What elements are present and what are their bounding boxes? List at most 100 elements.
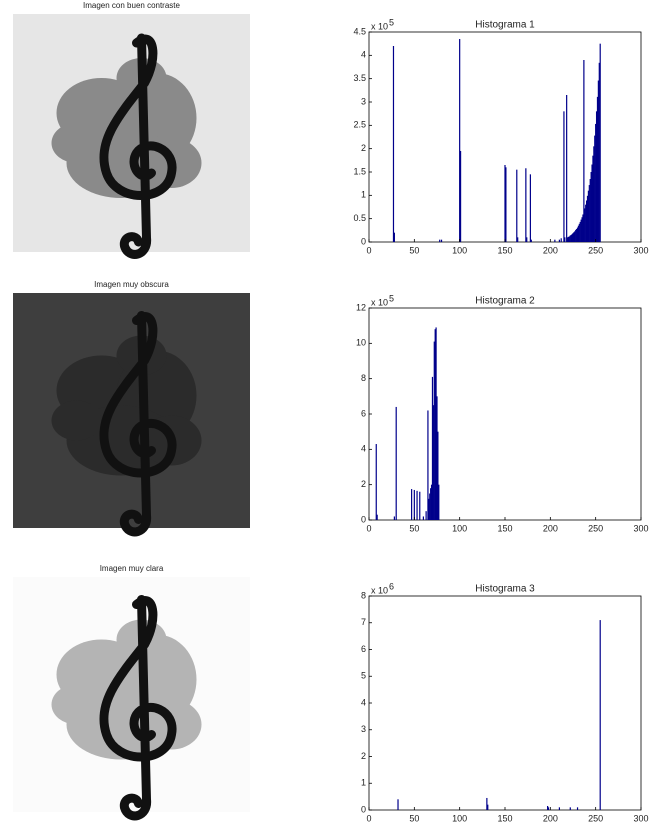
bar [459, 151, 462, 242]
y-tick-label: 2 [361, 751, 366, 761]
x-tick-label: 0 [366, 523, 371, 533]
y-scale-label: x 10 [371, 585, 388, 595]
splash [51, 123, 102, 163]
bar [432, 405, 434, 520]
y-scale-label: x 10 [371, 297, 388, 307]
y-tick-label: 2 [361, 143, 366, 153]
bar [599, 620, 601, 810]
y-tick-label: 6 [361, 644, 366, 654]
bar [558, 807, 560, 810]
y-scale-exponent: 5 [389, 293, 394, 303]
bar [375, 444, 377, 520]
bar [437, 431, 439, 520]
y-tick-label: 1 [361, 778, 366, 788]
bar [579, 221, 581, 242]
x-tick-label: 0 [366, 245, 371, 255]
bar [504, 165, 506, 242]
bar [560, 238, 562, 242]
axes-frame [368, 595, 642, 811]
bar [592, 155, 594, 242]
x-tick-label: 200 [543, 523, 558, 533]
y-tick-label: 0 [361, 804, 366, 814]
bar [583, 60, 585, 242]
chart-title: Histograma 1 [475, 20, 535, 31]
y-tick-label: 7 [361, 617, 366, 627]
bar [563, 111, 565, 242]
bar [594, 135, 596, 242]
bar [598, 62, 600, 242]
x-tick-label: 200 [543, 813, 558, 822]
bar [576, 227, 579, 242]
bar [459, 39, 461, 242]
bar [431, 376, 434, 520]
treble-clef [99, 311, 177, 537]
bar [574, 231, 576, 242]
bar [572, 233, 574, 242]
y-tick-label: 8 [361, 590, 366, 600]
x-tick-label: 150 [497, 245, 512, 255]
bar [599, 43, 601, 242]
y-tick-label: 1 [361, 190, 366, 200]
bar [566, 95, 568, 242]
bar [530, 239, 532, 242]
bar [419, 491, 421, 520]
x-tick-label: 300 [633, 523, 648, 533]
bar [576, 807, 579, 810]
x-tick-label: 0 [366, 813, 371, 822]
x-tick-label: 250 [588, 523, 603, 533]
x-tick-label: 50 [409, 813, 419, 822]
bar [558, 239, 560, 242]
y-tick-label: 1.5 [353, 166, 366, 176]
y-tick-label: 4 [361, 444, 366, 454]
y-tick-label: 3 [361, 724, 366, 734]
y-tick-label: 12 [356, 302, 366, 312]
bar [588, 185, 590, 242]
bar [429, 493, 431, 520]
bar [529, 174, 531, 242]
y-tick-label: 3 [361, 96, 366, 106]
y-tick-label: 0.5 [353, 213, 366, 223]
bar [486, 797, 488, 810]
bar [505, 167, 507, 242]
bar [595, 123, 597, 242]
x-tick-label: 250 [588, 245, 603, 255]
x-tick-label: 100 [452, 813, 467, 822]
chart-title: Histograma 3 [475, 584, 535, 595]
bar [525, 168, 527, 242]
bar [571, 234, 573, 242]
bar [581, 217, 583, 242]
bar [593, 146, 595, 242]
bar [487, 804, 489, 810]
y-scale-exponent: 6 [389, 581, 394, 591]
bar [586, 200, 588, 242]
bar [578, 223, 580, 242]
bar [430, 484, 433, 520]
x-tick-label: 50 [409, 245, 419, 255]
bar [430, 488, 432, 520]
splash [51, 684, 102, 725]
bar [440, 239, 443, 242]
bar [597, 80, 599, 243]
bar [547, 807, 550, 810]
bar [567, 236, 570, 242]
y-tick-label: 5 [361, 671, 366, 681]
bar [570, 235, 572, 242]
bar [591, 164, 593, 242]
y-tick-label: 0 [361, 236, 366, 246]
bar [573, 232, 575, 242]
y-tick-label: 0 [361, 514, 366, 524]
bar [587, 190, 590, 242]
bar [576, 228, 578, 242]
bar [566, 237, 569, 242]
image-title: Imagen con buen contraste [83, 1, 181, 10]
image-title: Imagen muy clara [100, 564, 164, 573]
bar [376, 514, 378, 520]
bar [422, 516, 424, 520]
bar [584, 208, 586, 242]
image-title: Imagen muy obscura [94, 280, 169, 289]
y-tick-label: 4 [361, 50, 366, 60]
bar [595, 111, 598, 242]
bar [438, 484, 440, 520]
bar [393, 232, 395, 242]
